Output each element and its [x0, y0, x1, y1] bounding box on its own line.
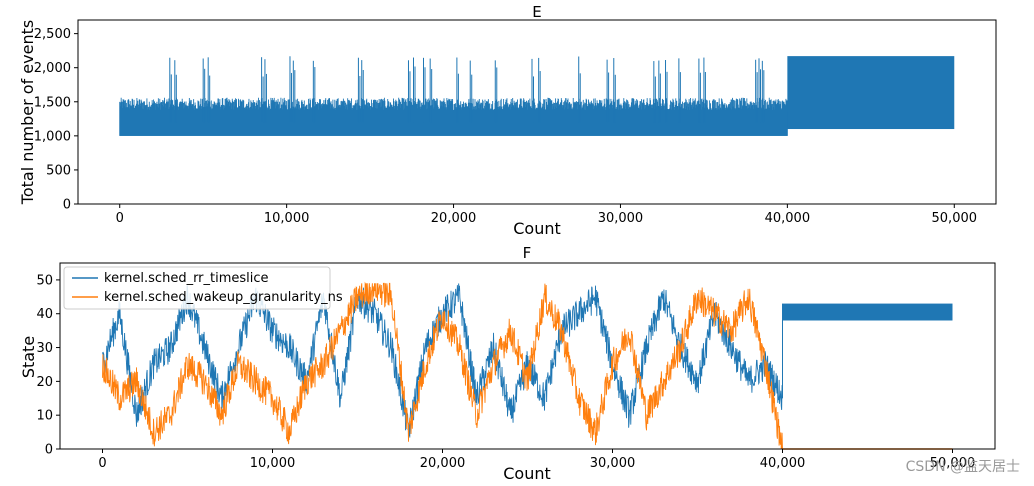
chart-e-y-tick-label: 2,500 — [34, 27, 71, 42]
chart-e-x-tick-label: 10,000 — [264, 211, 310, 226]
chart-e-x-tick-label: 0 — [116, 211, 124, 226]
chart-f-y-tick-label: 30 — [36, 341, 53, 356]
legend-label-rr-timeslice: kernel.sched_rr_timeslice — [104, 271, 269, 286]
legend-label-wakeup-granularity: kernel.sched_wakeup_granularity_ns — [104, 290, 343, 305]
chart-e-x-tick-label: 30,000 — [598, 211, 644, 226]
legend-frame — [63, 266, 331, 310]
chart-e-frame — [77, 19, 997, 205]
chart-f-y-tick-label: 40 — [36, 307, 53, 322]
chart-e-plot-area — [119, 56, 955, 136]
chart-f-y-tick-label: 20 — [36, 375, 53, 390]
chart-f-x-tick-label: 0 — [98, 456, 106, 471]
chart-f-y-tick-label: 10 — [36, 409, 53, 424]
chart-f-y-ticks: 0 10 20 30 40 50 — [36, 273, 60, 458]
chart-e-y-tick-label: 1,500 — [34, 95, 71, 110]
chart-f-title: F — [523, 244, 532, 262]
chart-f-y-tick-label: 50 — [36, 273, 53, 288]
chart-f-frame — [59, 262, 996, 450]
chart-f-series-wakeup-granularity — [102, 281, 783, 450]
chart-f-plot-area — [102, 281, 953, 450]
chart-f-legend: kernel.sched_rr_timeslice kernel.sched_w… — [63, 266, 343, 310]
chart-e: E 0 10,000 20,000 30,000 40,000 50,000 0 500 1,… — [18, 3, 997, 238]
chart-f-x-tick-label: 50,000 — [930, 456, 976, 471]
chart-e-x-tick-label: 50,000 — [932, 211, 978, 226]
chart-e-y-tick-label: 500 — [46, 163, 71, 178]
chart-e-title: E — [532, 3, 541, 21]
chart-e-x-label: Count — [513, 219, 561, 238]
watermark: CSDN @监天居士 — [905, 459, 1020, 475]
chart-f-y-tick-label: 0 — [45, 443, 53, 458]
chart-f: F 0 10,000 20,000 30,000 40,000 50,000 0 10 20 3… — [19, 244, 996, 483]
chart-f-rr-plateau — [782, 303, 953, 321]
chart-e-y-tick-label: 1,000 — [34, 129, 71, 144]
chart-e-series-block — [787, 56, 955, 130]
chart-e-y-tick-label: 0 — [63, 198, 71, 213]
chart-f-x-ticks: 0 10,000 20,000 30,000 40,000 50,000 — [98, 449, 975, 471]
chart-f-y-label: State — [19, 336, 38, 378]
chart-f-x-label: Count — [503, 464, 551, 483]
chart-e-x-tick-label: 20,000 — [431, 211, 477, 226]
chart-e-x-tick-label: 40,000 — [765, 211, 811, 226]
chart-f-x-tick-label: 10,000 — [250, 456, 296, 471]
chart-f-x-tick-label: 40,000 — [760, 456, 806, 471]
chart-e-series-core — [119, 112, 788, 136]
chart-e-y-ticks: 0 500 1,000 1,500 2,000 2,500 — [34, 27, 78, 213]
chart-f-x-tick-label: 20,000 — [420, 456, 466, 471]
chart-e-y-label: Total number of events — [18, 20, 37, 205]
chart-e-y-tick-label: 2,000 — [34, 61, 71, 76]
chart-f-x-tick-label: 30,000 — [590, 456, 636, 471]
chart-e-x-ticks: 0 10,000 20,000 30,000 40,000 50,000 — [116, 204, 977, 226]
